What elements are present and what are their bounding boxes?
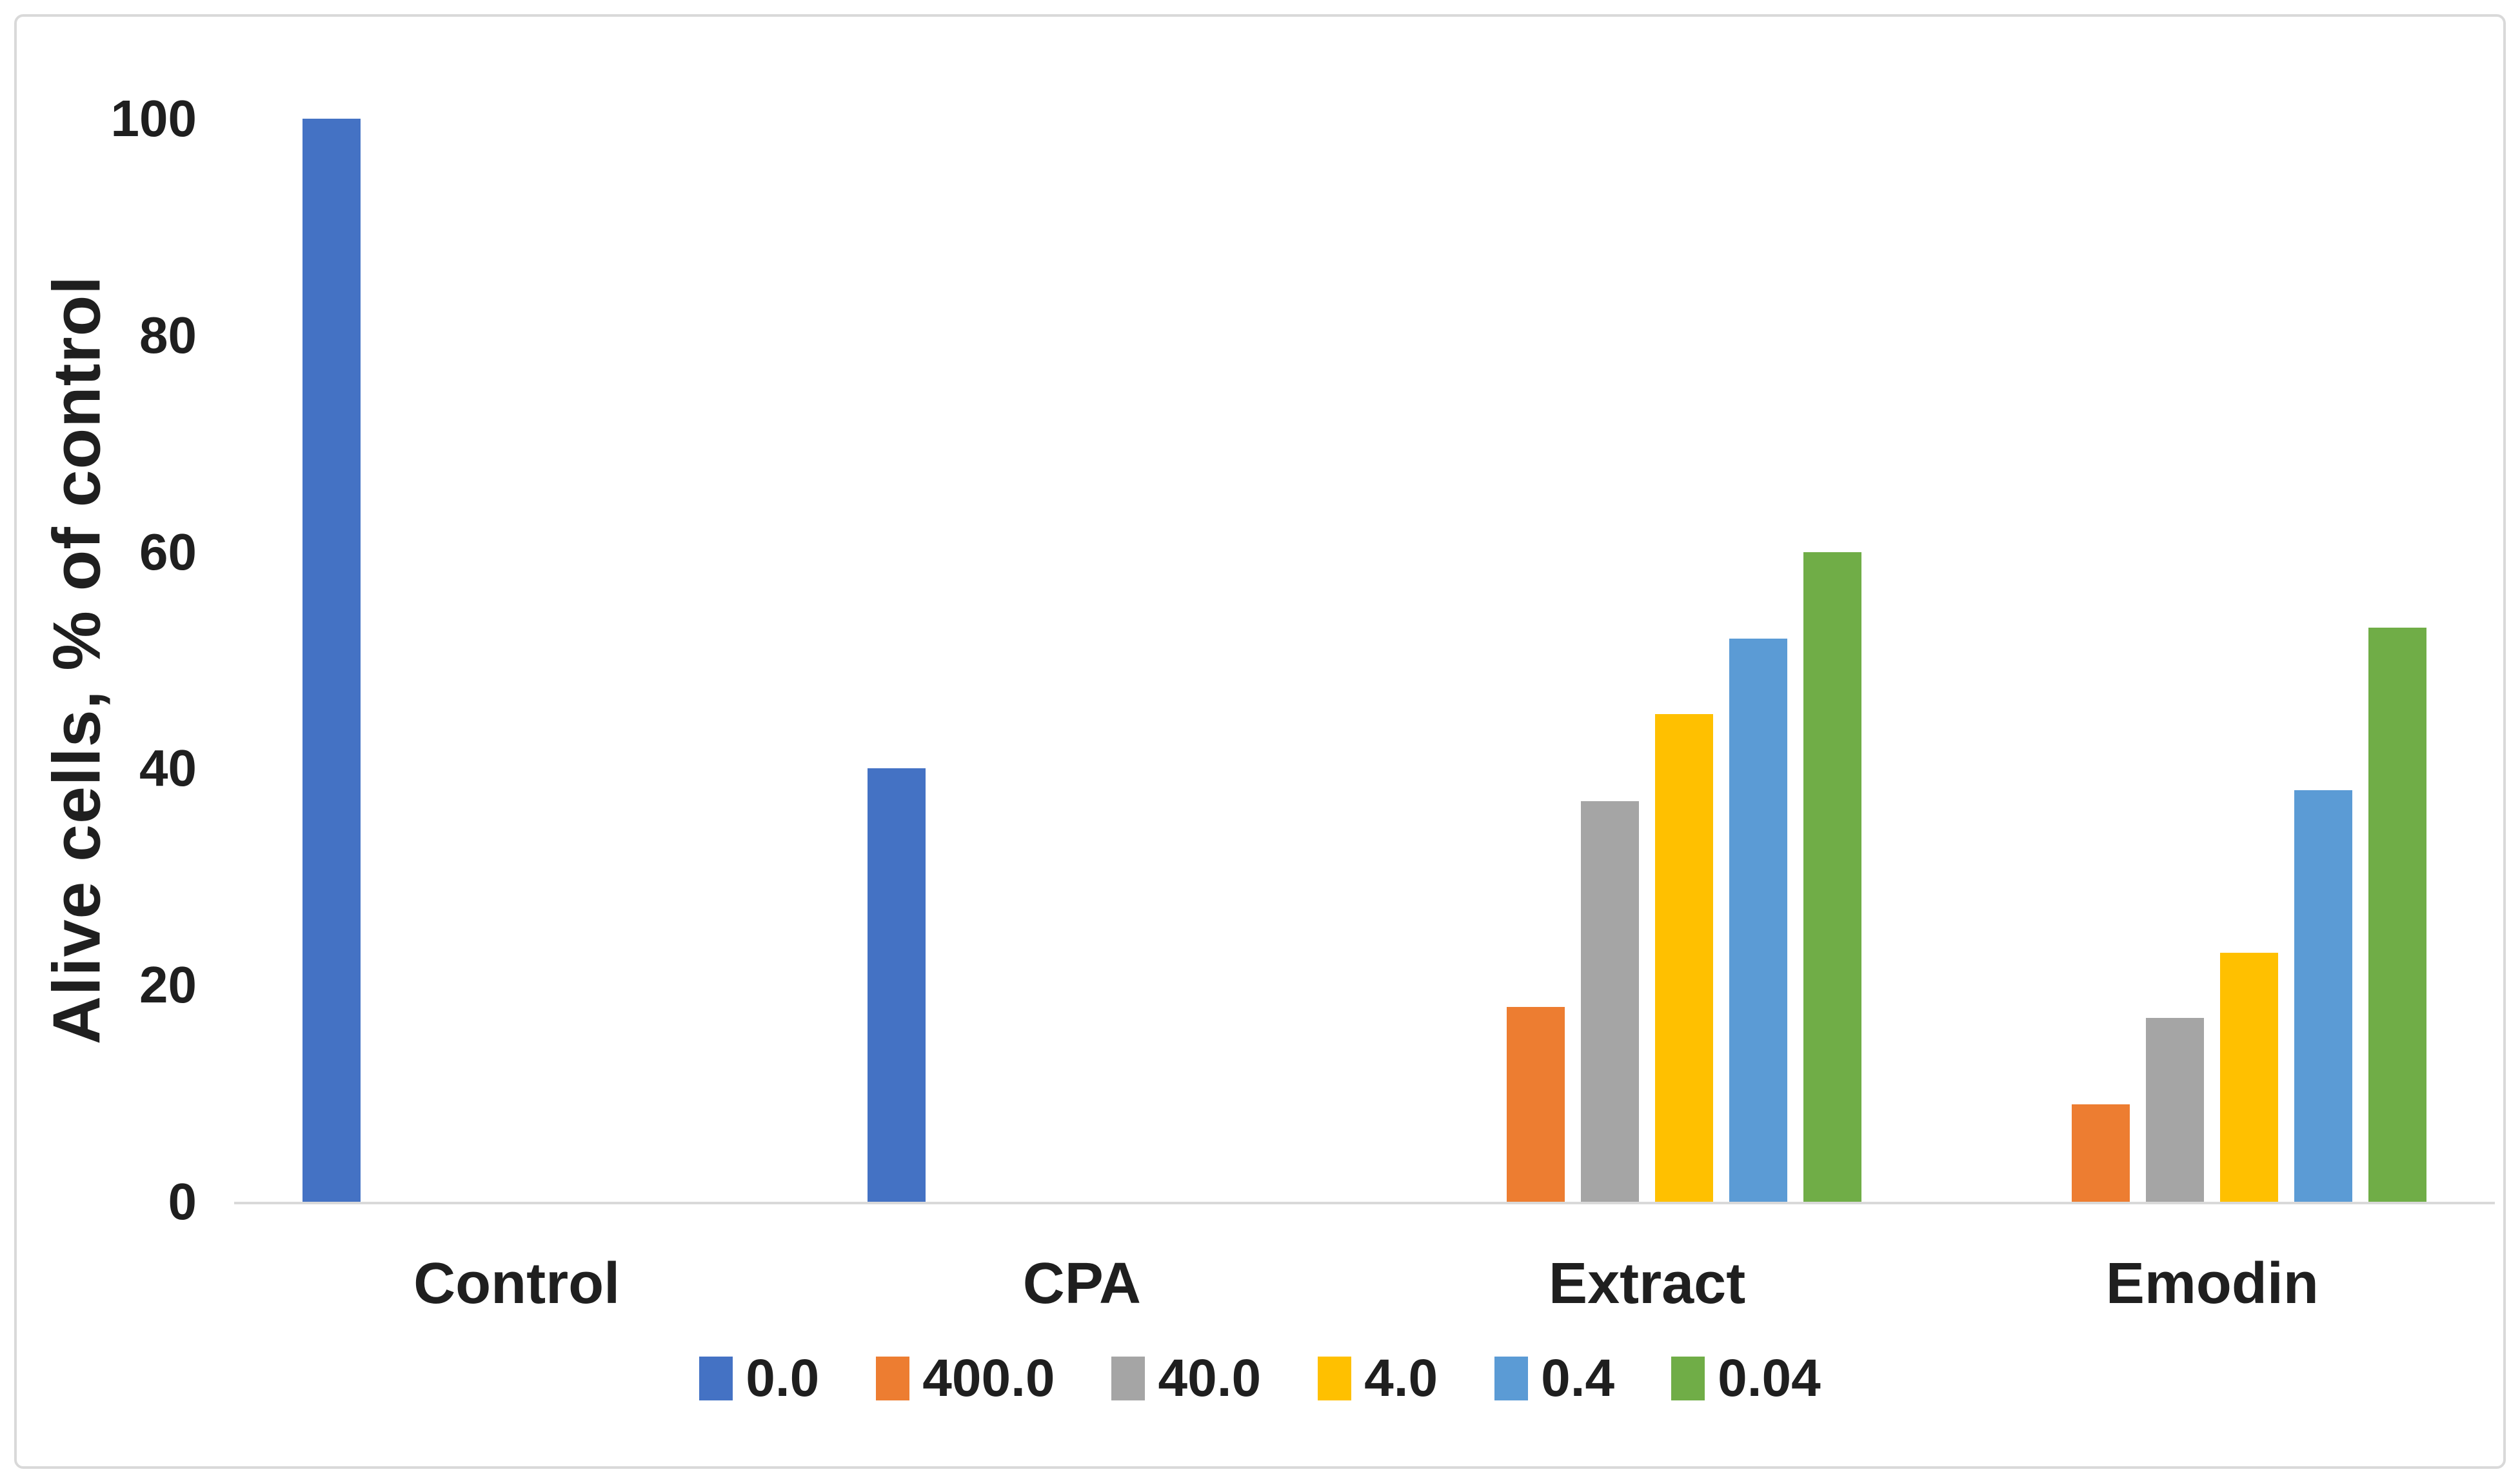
- legend-item: 0.0: [699, 1352, 819, 1405]
- plot-area: [234, 119, 2495, 1204]
- x-axis-label-cpa: CPA: [1022, 1251, 1142, 1316]
- bar-slot: [1998, 119, 2056, 1202]
- legend-label: 0.4: [1541, 1349, 1615, 1408]
- bar-slot: [1655, 119, 1714, 1202]
- legend-item: 0.04: [1671, 1352, 1821, 1405]
- legend-item: 0.4: [1494, 1352, 1614, 1405]
- y-tick-label: 40: [139, 739, 197, 797]
- bar-slot: [1507, 119, 1565, 1202]
- bar-emodin-40.0: [2146, 1017, 2205, 1202]
- legend-swatch-icon: [1318, 1357, 1352, 1400]
- bar-slot: [2072, 119, 2130, 1202]
- bar-slot: [451, 119, 509, 1202]
- bar-slot: [2220, 119, 2279, 1202]
- bar-emodin-400.0: [2072, 1104, 2130, 1202]
- bar-extract-0.04: [1803, 552, 1862, 1202]
- bar-group-control: [234, 119, 799, 1202]
- bar-slot: [2294, 119, 2353, 1202]
- bar-slot: [599, 119, 657, 1202]
- x-axis-line: [234, 1202, 2495, 1204]
- legend-item: 4.0: [1318, 1352, 1438, 1405]
- legend: 0.0 400.0 40.0 4.0 0.4 0.04: [0, 1343, 2520, 1414]
- legend-swatch-icon: [876, 1357, 910, 1400]
- legend-label: 4.0: [1364, 1349, 1438, 1408]
- bar-slot: [2146, 119, 2205, 1202]
- x-axis-labels: Control CPA Extract Emodin: [234, 1235, 2495, 1332]
- legend-swatch-icon: [1671, 1357, 1705, 1400]
- y-tick-label: 80: [139, 306, 197, 364]
- bar-slot: [2368, 119, 2427, 1202]
- y-tick-label: 100: [110, 90, 197, 147]
- legend-label: 0.04: [1718, 1349, 1821, 1408]
- bar-slot: [942, 119, 1000, 1202]
- bar-slot: [377, 119, 435, 1202]
- x-axis-label-extract: Extract: [1549, 1251, 1746, 1316]
- legend-item: 400.0: [876, 1352, 1055, 1405]
- bar-slot: [1729, 119, 1788, 1202]
- y-tick-label: 20: [139, 956, 197, 1014]
- bar-slot: [1238, 119, 1296, 1202]
- legend-label: 0.0: [746, 1349, 820, 1408]
- bar-slot: [1581, 119, 1640, 1202]
- y-axis-ticks: 0 20 40 60 80 100: [0, 90, 197, 1230]
- bar-slot: [1090, 119, 1148, 1202]
- bar-emodin-4.0: [2220, 952, 2279, 1202]
- bar-emodin-0.4: [2294, 790, 2353, 1202]
- bar-extract-4.0: [1655, 714, 1714, 1202]
- bar-slot: [302, 119, 361, 1202]
- bar-slot: [1803, 119, 1862, 1202]
- legend-item: 40.0: [1111, 1352, 1261, 1405]
- legend-swatch-icon: [1111, 1357, 1146, 1400]
- bar-control-0.0: [302, 119, 361, 1202]
- bar-cpa-0.0: [867, 768, 926, 1202]
- bar-group-extract: [1365, 119, 1930, 1202]
- bar-emodin-0.04: [2368, 628, 2427, 1202]
- legend-label: 400.0: [922, 1349, 1055, 1408]
- y-tick-label: 0: [168, 1173, 197, 1230]
- bar-slot: [1016, 119, 1074, 1202]
- bar-slot: [1164, 119, 1222, 1202]
- bar-groups: [234, 119, 2495, 1202]
- bar-extract-0.4: [1729, 638, 1788, 1202]
- y-tick-label: 60: [139, 523, 197, 581]
- bar-slot: [867, 119, 926, 1202]
- legend-swatch-icon: [1494, 1357, 1529, 1400]
- legend-swatch-icon: [699, 1357, 733, 1400]
- bar-extract-400.0: [1507, 1006, 1565, 1202]
- bar-slot: [1433, 119, 1491, 1202]
- bar-group-cpa: [799, 119, 1364, 1202]
- x-axis-label-emodin: Emodin: [2105, 1251, 2319, 1316]
- bar-extract-40.0: [1581, 801, 1640, 1202]
- bar-slot: [525, 119, 583, 1202]
- x-axis-label-control: Control: [413, 1251, 620, 1316]
- bar-group-emodin: [1930, 119, 2495, 1202]
- bar-slot: [673, 119, 731, 1202]
- legend-label: 40.0: [1158, 1349, 1262, 1408]
